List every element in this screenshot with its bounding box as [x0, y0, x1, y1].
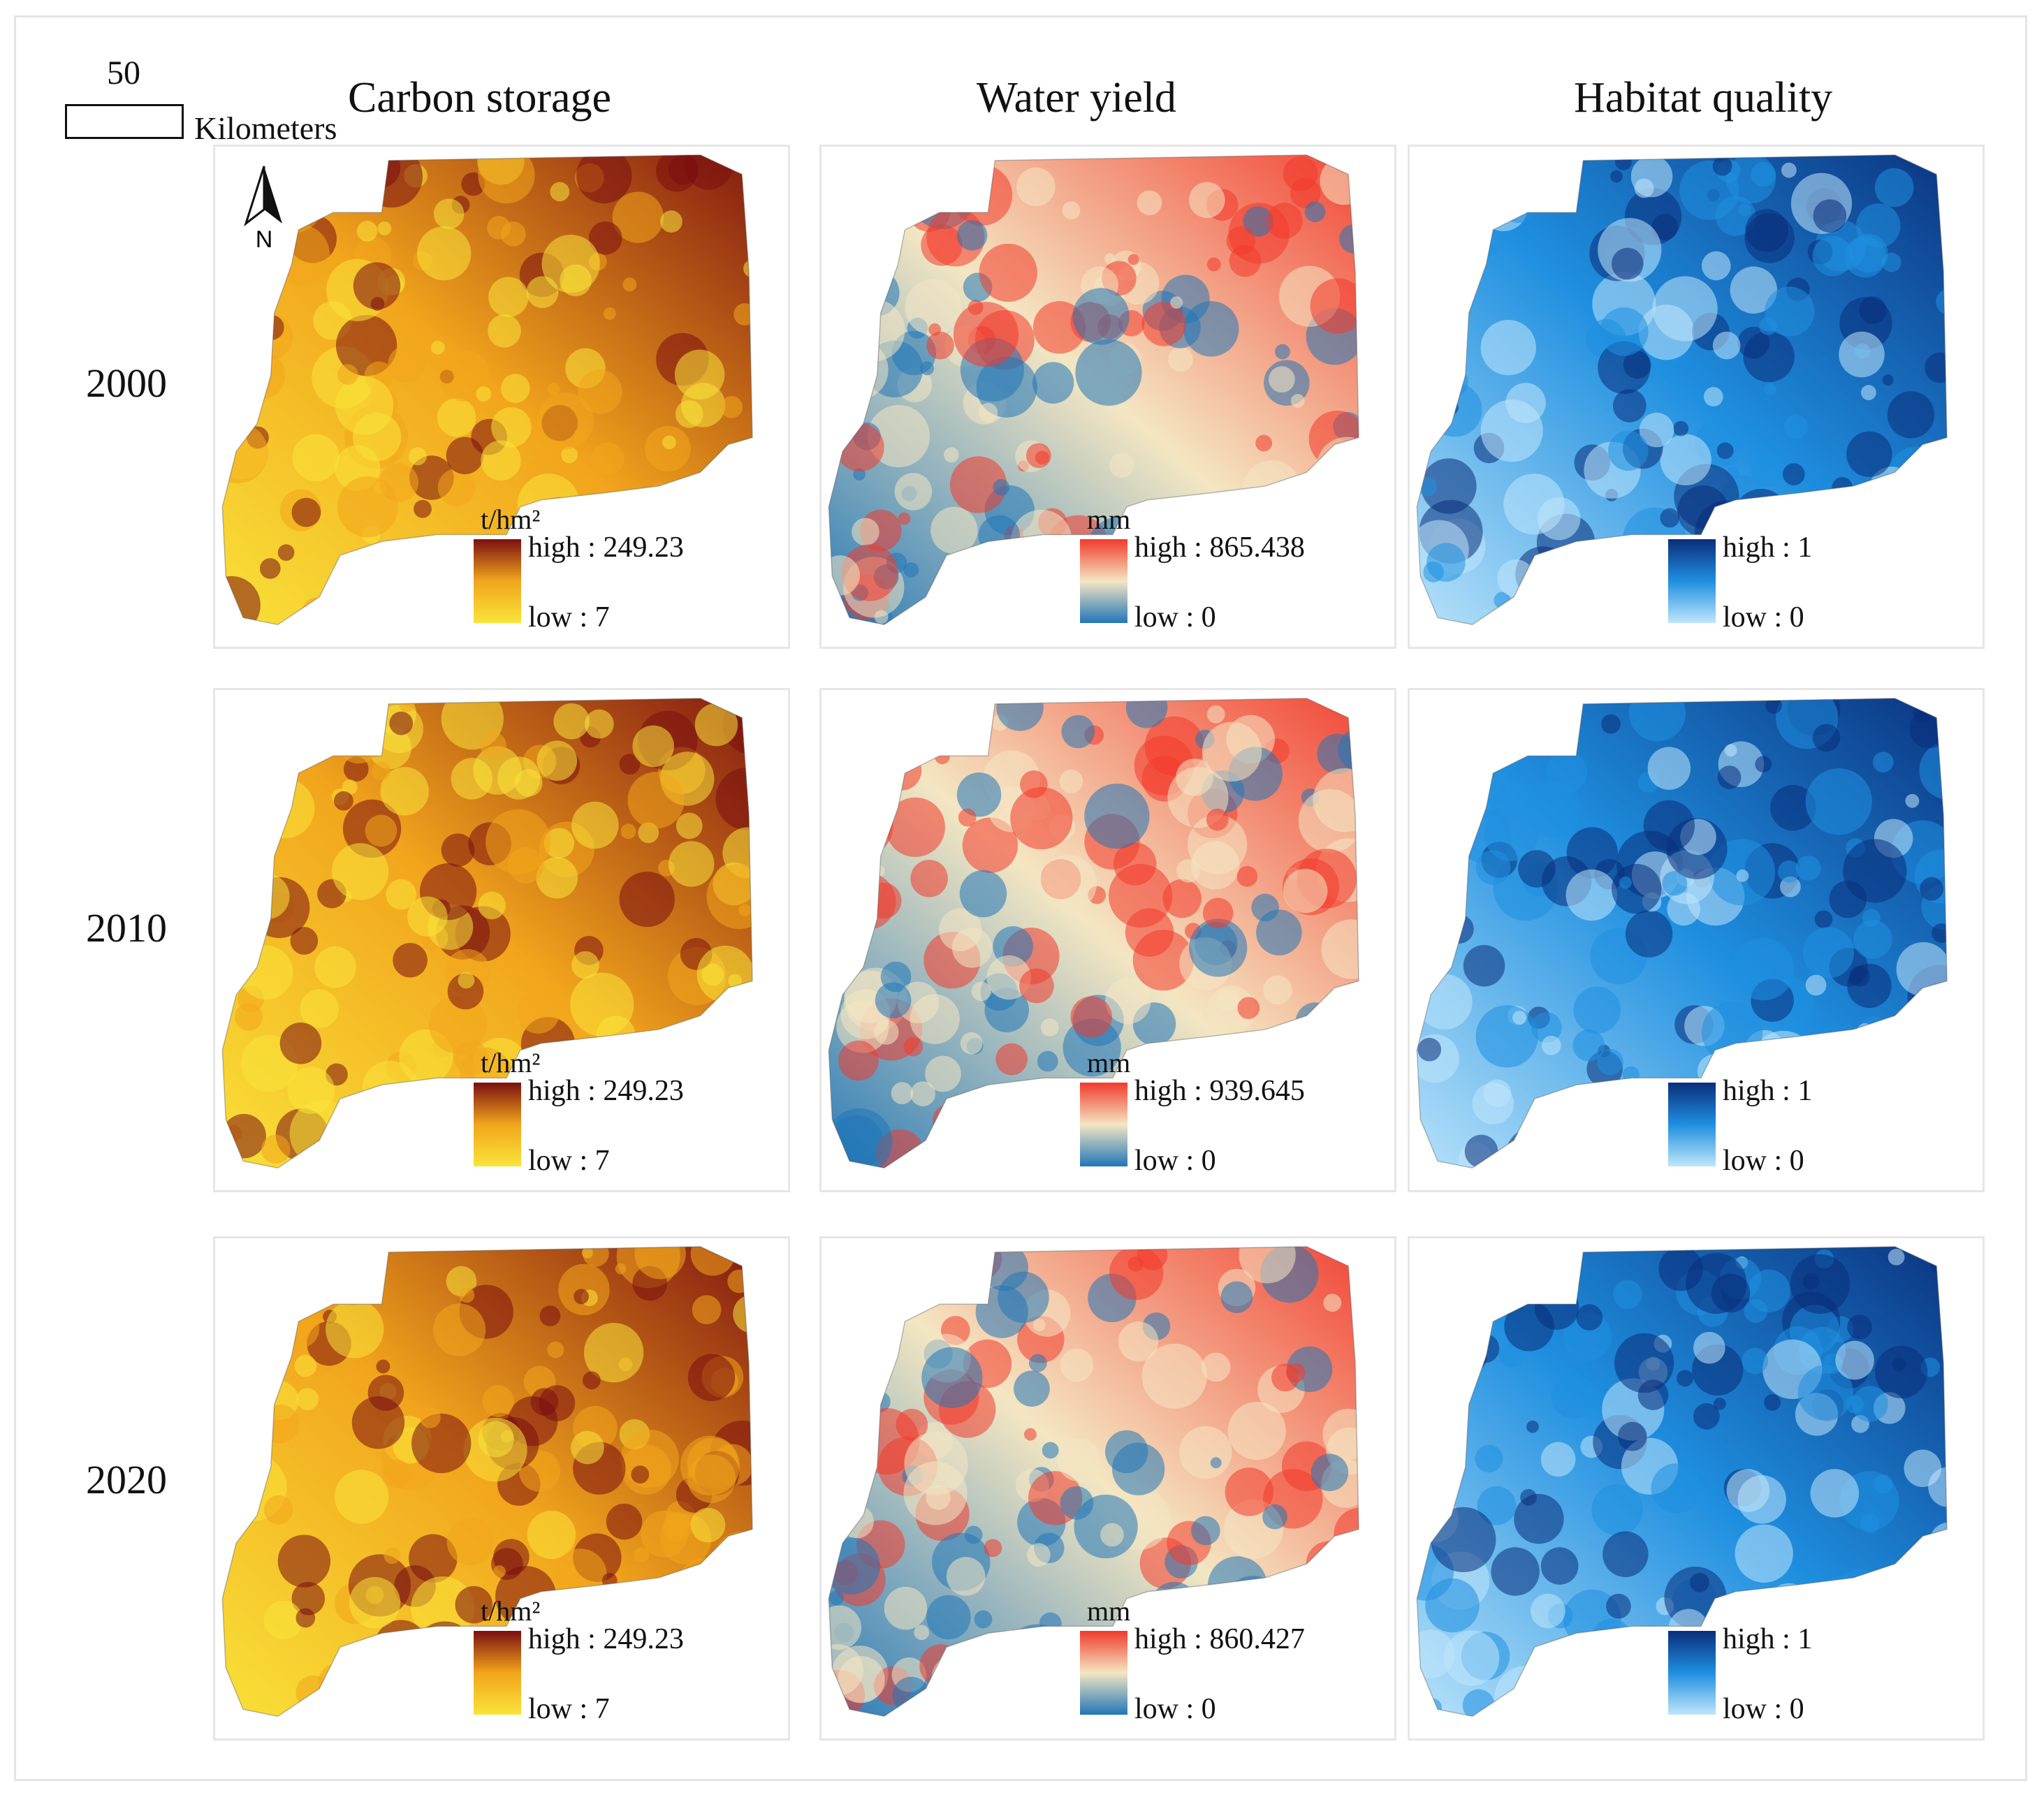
scale-bar-unit: Kilometers: [194, 110, 337, 146]
legend-water-yield-2000: mm high : 865.438 low : 0: [1073, 503, 1380, 643]
legend-low-value: low : 0: [1134, 1693, 1216, 1725]
legend-habitat-quality-2010: high : 1 low : 0: [1661, 1046, 1969, 1186]
legend-unit: t/hm²: [481, 504, 541, 535]
legend-unit: mm: [1087, 1047, 1131, 1078]
legend-color-ramp: [1668, 1083, 1716, 1166]
legend-high-value: high : 1: [1723, 1623, 1813, 1655]
raster-map: [828, 1246, 1359, 1717]
legend-low-value: low : 0: [1723, 601, 1804, 633]
legend-color-ramp: [1668, 1631, 1716, 1715]
legend-high-value: high : 249.23: [528, 532, 684, 564]
legend-low-value: low : 0: [1134, 601, 1216, 633]
legend-unit: t/hm²: [481, 1595, 541, 1627]
legend-carbon-storage-2000: t/hm² high : 249.23 low : 7: [467, 503, 774, 643]
legend-high-value: high : 249.23: [528, 1075, 684, 1107]
column-title-water-yield: Water yield: [977, 74, 1176, 122]
legend-low-value: low : 7: [528, 1693, 610, 1725]
legend-unit: mm: [1087, 1595, 1131, 1627]
column-title-carbon-storage: Carbon storage: [348, 74, 612, 122]
row-label-2000: 2000: [86, 360, 167, 406]
legend-color-ramp: [1080, 1631, 1127, 1715]
figure-frame: 50 Kilometers Carbon storage Water yield…: [14, 15, 2027, 1781]
legend-color-ramp: [1080, 539, 1127, 623]
legend-carbon-storage-2010: t/hm² high : 249.23 low : 7: [467, 1046, 774, 1186]
legend-low-value: low : 7: [528, 1145, 610, 1177]
map-panel-habitat-quality-2020: high : 1 low : 0: [1408, 1236, 1985, 1741]
legend-low-value: low : 0: [1723, 1145, 1804, 1177]
map-panel-habitat-quality-2010: high : 1 low : 0: [1408, 688, 1985, 1192]
legend-high-value: high : 860.427: [1134, 1623, 1305, 1655]
north-arrow-icon: N: [236, 161, 292, 253]
legend-carbon-storage-2020: t/hm² high : 249.23 low : 7: [467, 1595, 774, 1734]
map-panel-water-yield-2000: mm high : 865.438 low : 0: [819, 145, 1396, 649]
legend-high-value: high : 1: [1723, 532, 1813, 564]
legend-color-ramp: [474, 1631, 521, 1715]
map-panel-habitat-quality-2000: high : 1 low : 0: [1408, 145, 1985, 649]
scale-bar-distance: 50: [107, 54, 140, 91]
legend-unit: mm: [1087, 504, 1131, 535]
legend-habitat-quality-2020: high : 1 low : 0: [1661, 1595, 1969, 1734]
row-label-2010: 2010: [86, 905, 167, 951]
north-arrow-label: N: [256, 226, 273, 251]
column-title-habitat-quality: Habitat quality: [1574, 74, 1833, 122]
legend-habitat-quality-2000: high : 1 low : 0: [1661, 503, 1969, 643]
legend-color-ramp: [1668, 539, 1716, 623]
legend-high-value: high : 865.438: [1134, 532, 1305, 564]
legend-color-ramp: [474, 539, 521, 623]
map-panel-water-yield-2020: mm high : 860.427 low : 0: [819, 1236, 1396, 1741]
legend-unit: t/hm²: [481, 1047, 541, 1078]
map-panel-carbon-storage-2010: t/hm² high : 249.23 low : 7: [213, 688, 790, 1192]
map-panel-water-yield-2010: mm high : 939.645 low : 0: [819, 688, 1396, 1192]
legend-low-value: low : 0: [1723, 1693, 1804, 1725]
raster-map: [221, 1246, 753, 1717]
map-panel-carbon-storage-2020: t/hm² high : 249.23 low : 7: [213, 1236, 790, 1741]
scale-bar-rectangle: [65, 104, 184, 139]
legend-high-value: high : 939.645: [1134, 1075, 1305, 1107]
legend-high-value: high : 1: [1723, 1075, 1813, 1107]
legend-low-value: low : 0: [1134, 1145, 1216, 1177]
legend-water-yield-2020: mm high : 860.427 low : 0: [1073, 1595, 1380, 1734]
legend-color-ramp: [474, 1083, 521, 1166]
raster-map: [828, 698, 1359, 1169]
raster-map: [828, 154, 1359, 626]
raster-map: [1416, 154, 1948, 626]
raster-map: [1416, 1246, 1948, 1717]
legend-low-value: low : 7: [528, 601, 610, 633]
legend-water-yield-2010: mm high : 939.645 low : 0: [1073, 1046, 1380, 1186]
legend-high-value: high : 249.23: [528, 1623, 684, 1655]
row-label-2020: 2020: [86, 1457, 167, 1502]
legend-color-ramp: [1080, 1083, 1127, 1166]
